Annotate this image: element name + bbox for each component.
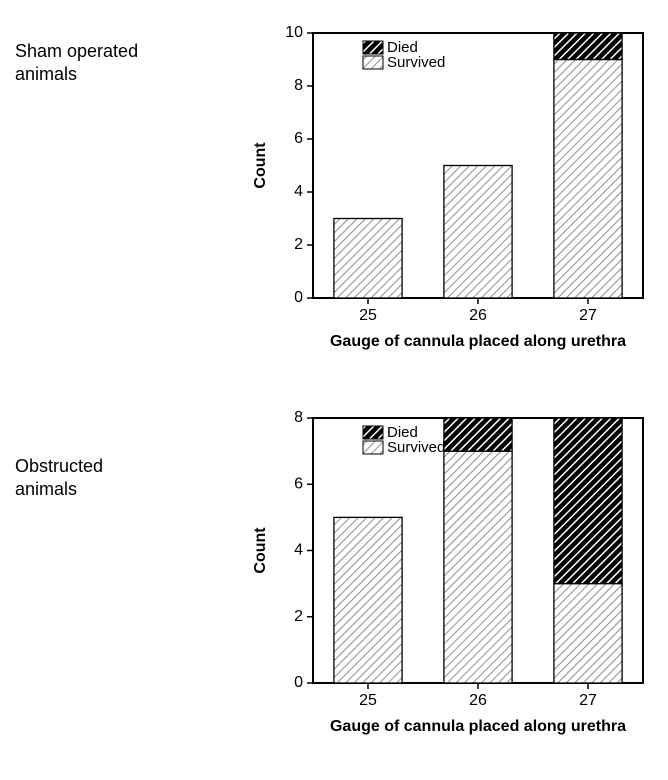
svg-text:27: 27 bbox=[579, 692, 597, 709]
svg-text:Count: Count bbox=[252, 142, 269, 189]
panel-label-sham: Sham operated animals bbox=[15, 40, 175, 85]
panel-label-line: Sham operated bbox=[15, 41, 138, 61]
svg-text:2: 2 bbox=[294, 236, 303, 253]
svg-text:26: 26 bbox=[469, 692, 487, 709]
svg-text:6: 6 bbox=[294, 475, 303, 492]
panel-label-obstructed: Obstructed animals bbox=[15, 455, 175, 500]
svg-text:2: 2 bbox=[294, 608, 303, 625]
panel-label-line: animals bbox=[15, 479, 77, 499]
panel-sham: Sham operated animals 0 2 4 6 8 10 Count 25 26 27… bbox=[15, 25, 655, 380]
panel-label-line: animals bbox=[15, 64, 77, 84]
svg-text:4: 4 bbox=[294, 183, 303, 200]
svg-text:0: 0 bbox=[294, 674, 303, 691]
svg-text:4: 4 bbox=[294, 542, 303, 559]
svg-text:26: 26 bbox=[469, 307, 487, 324]
svg-text:10: 10 bbox=[285, 25, 303, 41]
svg-text:8: 8 bbox=[294, 77, 303, 94]
svg-text:Gauge of cannula placed along: Gauge of cannula placed along urethra bbox=[330, 718, 626, 735]
panel-label-line: Obstructed bbox=[15, 456, 103, 476]
svg-text:Survived: Survived bbox=[387, 54, 445, 71]
svg-text:6: 6 bbox=[294, 130, 303, 147]
svg-text:Count: Count bbox=[252, 527, 269, 574]
svg-text:0: 0 bbox=[294, 289, 303, 306]
svg-text:25: 25 bbox=[359, 307, 377, 324]
svg-text:Gauge of cannula placed along: Gauge of cannula placed along urethra bbox=[330, 333, 626, 350]
panel-obstructed: Obstructed animals 0 2 4 6 8 Count 25 26 27 Gauge… bbox=[15, 410, 655, 765]
svg-text:Survived: Survived bbox=[387, 439, 445, 456]
page: Sham operated animals 0246810Count252627… bbox=[0, 0, 668, 780]
svg-text:27: 27 bbox=[579, 307, 597, 324]
chart-sham: 0 2 4 6 8 10 Count 25 26 27 Gauge of cannula place… bbox=[241, 25, 655, 358]
svg-text:25: 25 bbox=[359, 692, 377, 709]
svg-text:8: 8 bbox=[294, 410, 303, 426]
chart-obstructed: 0 2 4 6 8 Count 25 26 27 Gauge of cannula placed … bbox=[241, 410, 655, 743]
